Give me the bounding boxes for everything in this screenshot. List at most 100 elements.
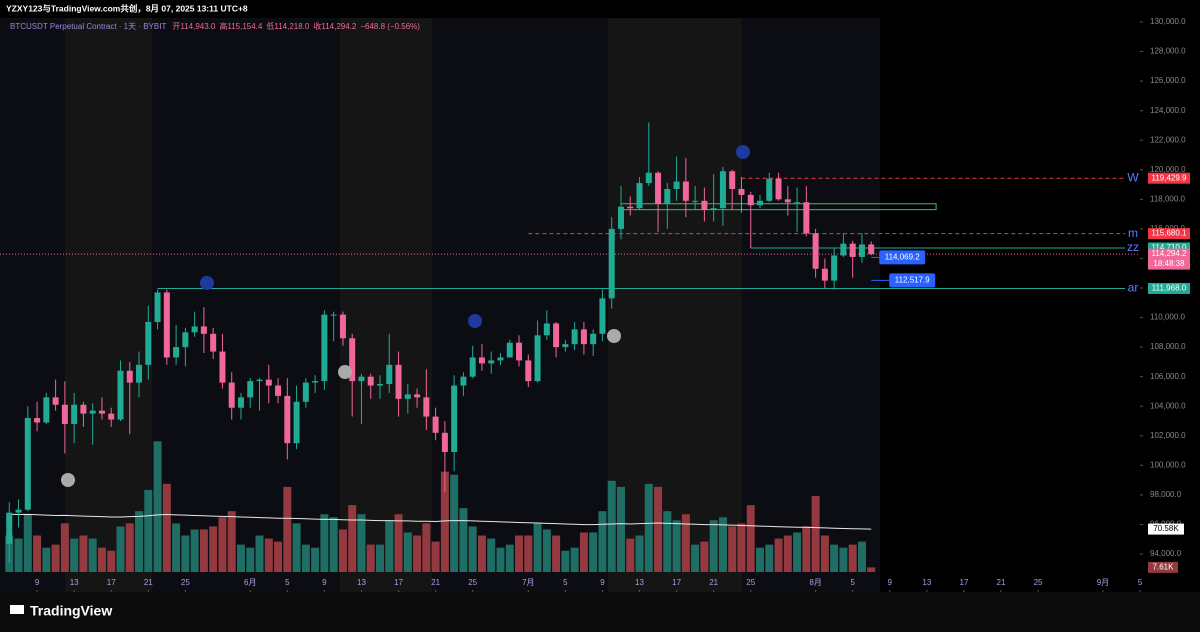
price-tag: [879, 250, 926, 265]
candle-body: [571, 329, 578, 345]
x-tick-label: 25: [1034, 578, 1043, 587]
price-tag-label: 112,517.9: [895, 275, 931, 284]
candle-body: [831, 255, 838, 281]
candle-body: [645, 172, 652, 184]
volume-bar: [14, 538, 23, 572]
signal-dot: [200, 276, 214, 290]
candle-body: [395, 364, 402, 399]
candle-body: [441, 432, 448, 453]
session-band: [340, 18, 432, 592]
candle-body: [747, 194, 754, 206]
plot: 114,069.2 112,517.9: [0, 122, 1140, 572]
volume-bar: [524, 535, 533, 572]
volume-bar: [496, 547, 505, 572]
level-name: zz: [1127, 240, 1139, 254]
y-tick-label: 126,000.0: [1150, 76, 1186, 85]
volume-bar: [172, 523, 181, 572]
volume-bar: [616, 486, 625, 572]
volume-bar: [505, 544, 514, 572]
candle-body: [339, 314, 346, 339]
candle-body: [599, 298, 606, 334]
candle-body: [80, 404, 87, 414]
candle-body: [451, 385, 458, 453]
level-tag-label: 114,710.0: [1152, 243, 1188, 252]
x-tick-label: 5: [850, 578, 855, 587]
volume-bar: [857, 541, 866, 572]
volume-bar: [422, 523, 431, 572]
volume-bar: [737, 523, 746, 572]
candle-body: [6, 512, 13, 544]
x-tick-label: 25: [746, 578, 755, 587]
candle-body: [766, 178, 773, 201]
volume-tag: [1148, 561, 1178, 573]
candle-body: [432, 416, 439, 433]
change: −648.8 (−0.56%): [360, 22, 420, 31]
volume-bar: [255, 535, 264, 572]
candle-body: [775, 178, 782, 200]
candle-body: [154, 292, 161, 322]
x-tick-label: 17: [959, 578, 968, 587]
volume-bar: [440, 471, 449, 572]
logo: [10, 605, 24, 614]
candle-body: [784, 199, 791, 203]
candle-body: [729, 171, 736, 189]
volume-bar: [515, 535, 524, 572]
x-tick-label: 8月: [809, 578, 821, 587]
symbol: BTCUSDT Perpetual Contract · 1天 · BYBIT: [10, 22, 166, 31]
x-tick-label: 17: [672, 578, 681, 587]
candle-body: [738, 188, 745, 195]
volume-bar: [552, 535, 561, 572]
volume-ma-tag-label: 70.58K: [1153, 524, 1179, 533]
volume-bar: [190, 529, 199, 572]
volume-bar: [635, 535, 644, 572]
candle-body: [488, 360, 495, 364]
candle-body: [553, 323, 560, 348]
x-tick-label: 9: [600, 578, 605, 587]
x-tick-label: 25: [181, 578, 190, 587]
volume-bar: [246, 547, 255, 572]
x-tick-label: 5: [1138, 578, 1143, 587]
candle-body: [24, 418, 31, 510]
candle-body: [330, 314, 337, 316]
brand: TradingView: [30, 603, 112, 619]
candle-body: [692, 200, 699, 202]
volume-bar: [338, 529, 347, 572]
volume-bar: [97, 547, 106, 572]
candle-body: [293, 401, 300, 444]
volume-bar: [283, 486, 292, 572]
x-tick-label: 17: [107, 578, 116, 587]
volume-bar: [218, 517, 227, 572]
candle-body: [858, 244, 865, 257]
volume-bar: [79, 535, 88, 572]
session-band: [65, 18, 152, 592]
candle-body: [237, 397, 244, 408]
top-bar: [0, 0, 1200, 18]
candle-body: [701, 200, 708, 210]
x-tick-label: 9: [35, 578, 40, 587]
candle-body: [98, 410, 105, 414]
candle-body: [506, 342, 513, 358]
candle-body: [608, 228, 615, 299]
volume-bar: [820, 535, 829, 572]
volume-bar: [654, 486, 663, 572]
session-band: [608, 18, 742, 592]
volume-bar: [672, 520, 681, 572]
candle-body: [404, 394, 411, 399]
y-tick-label: 106,000.0: [1150, 372, 1186, 381]
volume-bar: [357, 514, 366, 572]
candle-body: [275, 385, 282, 396]
volume-bar: [301, 544, 310, 572]
volume-bar: [70, 538, 79, 572]
volume-bar: [162, 483, 171, 572]
y-tick-label: 124,000.0: [1150, 106, 1186, 115]
x-tick-label: 5: [285, 578, 290, 587]
candle-body: [256, 379, 263, 382]
volume-bar: [756, 547, 764, 572]
volume-bar: [431, 541, 440, 572]
x-tick-label: 13: [922, 578, 931, 587]
candle-body: [543, 323, 550, 336]
x-tick-label: 25: [468, 578, 477, 587]
x-tick-label: 21: [997, 578, 1006, 587]
candle-body: [126, 370, 133, 383]
